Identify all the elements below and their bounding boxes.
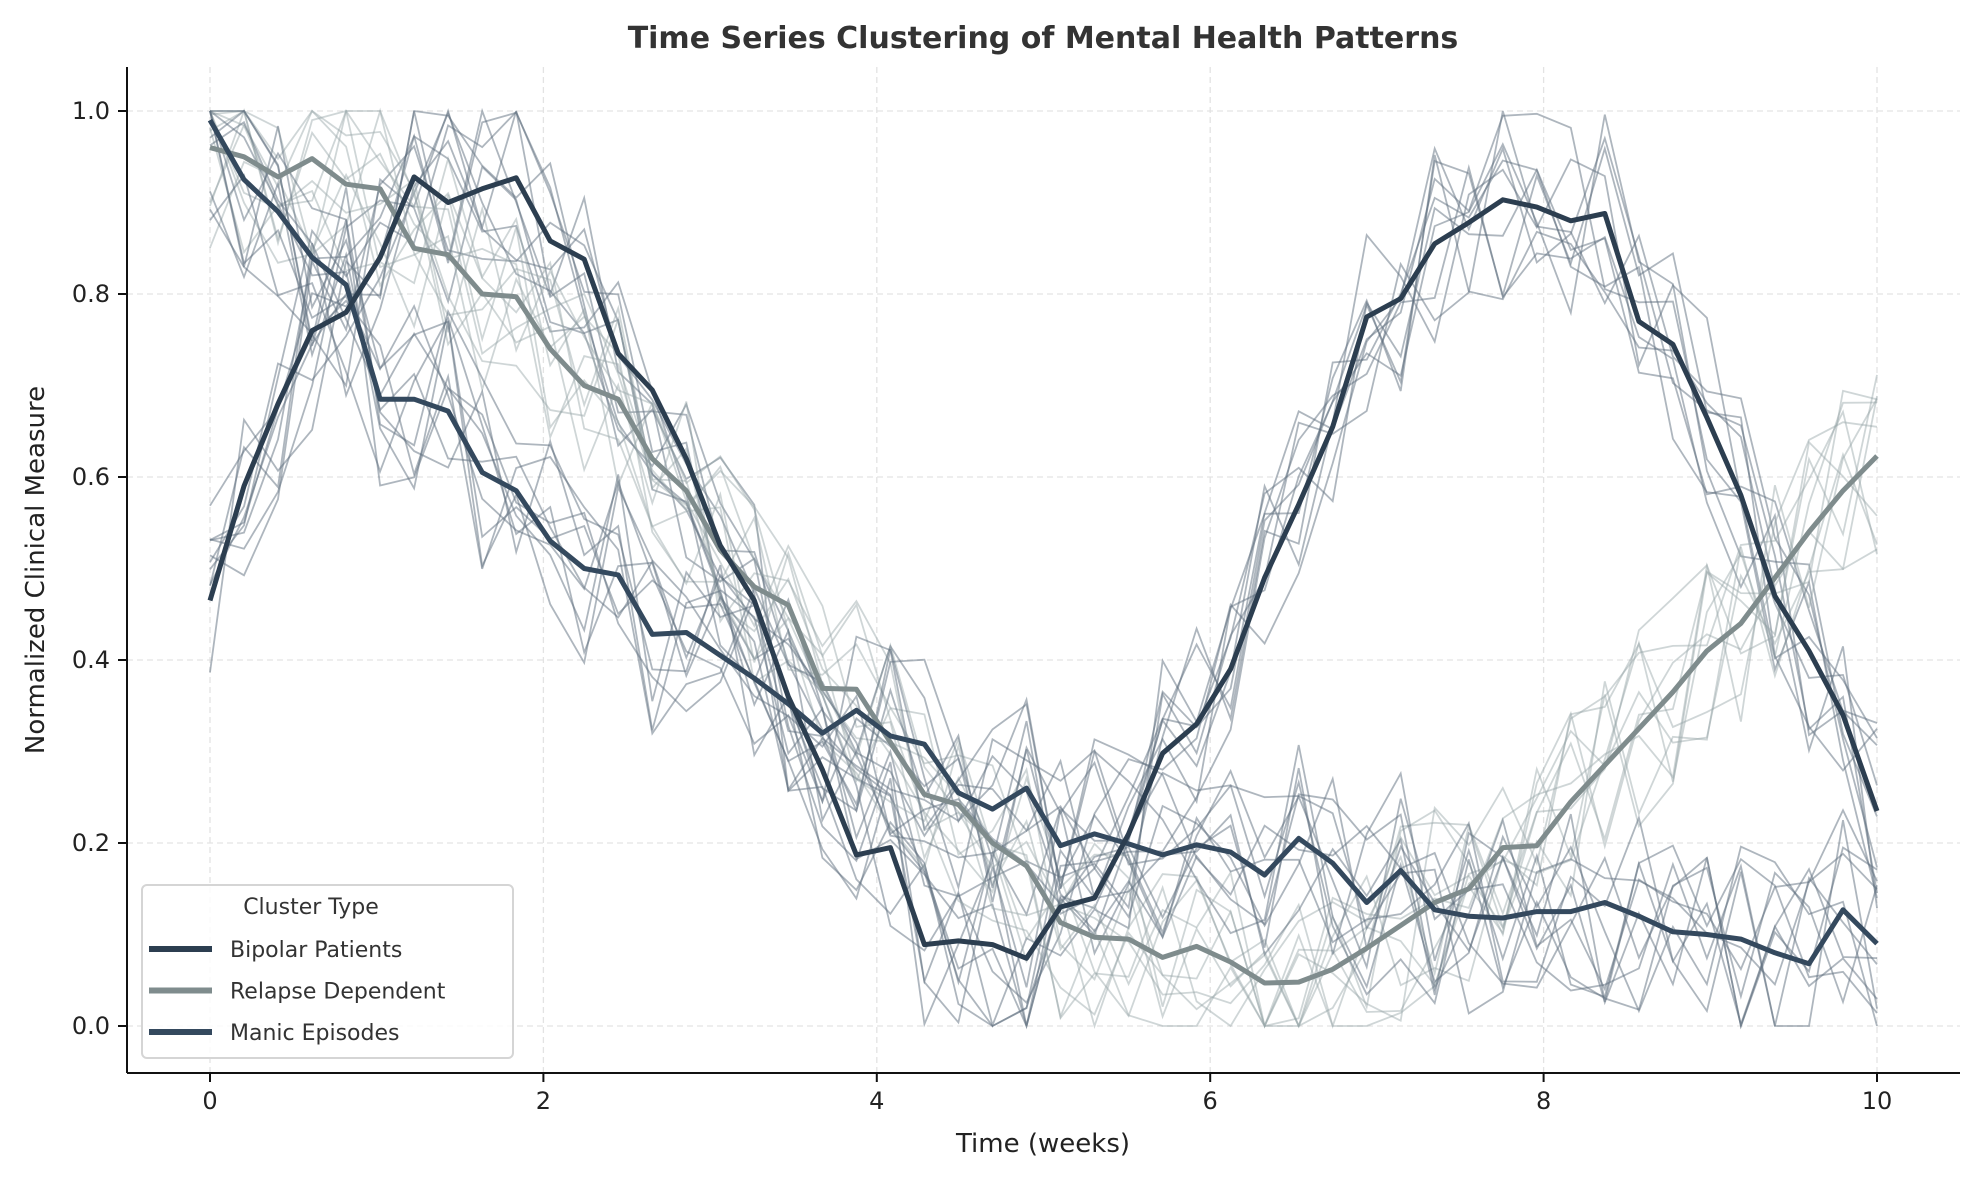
member-trace (209, 109, 1878, 1029)
y-tick-label: 0.0 (72, 1012, 110, 1040)
x-tick-label: 0 (202, 1087, 217, 1115)
y-tick-label: 1.0 (72, 97, 110, 125)
member-trace (209, 180, 1878, 1014)
series-line-manic-episodes (207, 118, 1879, 967)
x-axis-label: Time (weeks) (955, 1129, 1130, 1159)
series-line-relapse-dependent (209, 145, 1879, 986)
x-tick-label: 8 (1536, 1087, 1551, 1115)
member-trace (210, 109, 1878, 1029)
series-line-bipolar-patients (207, 174, 1880, 961)
x-tick-label: 4 (869, 1087, 884, 1115)
x-tick-label: 2 (536, 1087, 551, 1115)
y-tick-label: 0.2 (72, 829, 110, 857)
legend-title: Cluster Type (243, 895, 379, 920)
y-axis-label: Normalized Clinical Measure (21, 386, 51, 754)
member-trace (209, 110, 1878, 1005)
cluster-mean-lines (207, 118, 1880, 986)
member-trace (209, 110, 1878, 1028)
member-trace (209, 110, 1878, 992)
chart-title: Time Series Clustering of Mental Health … (628, 21, 1459, 56)
member-trace (209, 160, 1878, 1030)
member-trace (209, 109, 1878, 1015)
y-tick-label: 0.4 (72, 646, 110, 674)
legend-label: Relapse Dependent (230, 980, 446, 1005)
member-trace (209, 109, 1878, 1029)
axes (126, 67, 1960, 1074)
member-traces (209, 107, 1878, 1030)
member-trace (209, 108, 1878, 1029)
legend-label: Bipolar Patients (230, 938, 402, 963)
member-trace (209, 109, 1878, 1027)
x-tick-label: 6 (1203, 1087, 1218, 1115)
legend: Cluster Type Bipolar Patients Relapse Dep… (141, 884, 514, 1059)
legend-box (141, 884, 514, 1059)
y-tick-label: 0.6 (72, 463, 110, 491)
member-trace (209, 107, 1878, 1029)
member-trace (209, 110, 1878, 910)
legend-label: Manic Episodes (230, 1021, 399, 1046)
member-trace (209, 107, 1878, 1029)
y-tick-label: 0.8 (72, 280, 110, 308)
x-tick-label: 10 (1862, 1087, 1893, 1115)
ticks: 0 2 4 6 8 10 0.0 0.2 0.4 0.6 0.8 1.0 (72, 97, 1892, 1115)
member-trace (209, 109, 1878, 986)
